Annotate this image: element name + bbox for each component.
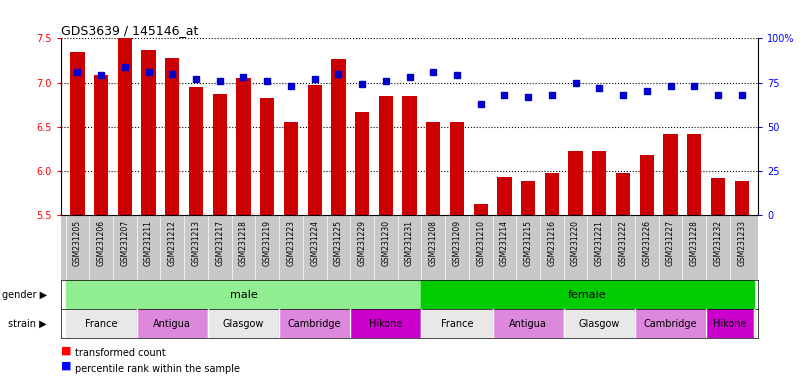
Text: GSM231206: GSM231206 [97, 220, 105, 266]
Text: GDS3639 / 145146_at: GDS3639 / 145146_at [61, 24, 198, 37]
Text: GSM231209: GSM231209 [453, 220, 461, 266]
Bar [422, 280, 753, 309]
Text: GSM231216: GSM231216 [547, 220, 556, 266]
Text: GSM231205: GSM231205 [73, 220, 82, 266]
Text: Cambridge: Cambridge [644, 318, 697, 329]
Bar [137, 309, 208, 338]
Bar [331, 59, 345, 215]
Text: GSM231212: GSM231212 [168, 220, 177, 266]
Text: gender ▶: gender ▶ [2, 290, 47, 300]
Bar [355, 112, 369, 215]
Text: GSM231228: GSM231228 [689, 220, 699, 266]
Bar [236, 78, 251, 215]
Text: Antigua: Antigua [153, 318, 191, 329]
Text: GSM231227: GSM231227 [666, 220, 675, 266]
Bar [66, 309, 137, 338]
Bar [564, 309, 635, 338]
Bar [189, 87, 204, 215]
Text: male: male [230, 290, 257, 300]
Text: ■: ■ [61, 345, 71, 355]
Text: GSM231210: GSM231210 [476, 220, 485, 266]
Text: GSM231224: GSM231224 [310, 220, 320, 266]
Text: GSM231231: GSM231231 [405, 220, 414, 266]
Bar [284, 122, 298, 215]
Text: percentile rank within the sample: percentile rank within the sample [75, 364, 240, 374]
Bar [706, 309, 753, 338]
Text: strain ▶: strain ▶ [8, 318, 47, 329]
Bar [592, 151, 607, 215]
Bar [307, 85, 322, 215]
Text: GSM231222: GSM231222 [619, 220, 628, 266]
Bar [492, 309, 564, 338]
Bar [497, 177, 512, 215]
Bar [450, 122, 464, 215]
Text: France: France [440, 318, 474, 329]
Bar [402, 96, 417, 215]
Bar [474, 204, 488, 215]
Text: GSM231220: GSM231220 [571, 220, 580, 266]
Text: GSM231225: GSM231225 [334, 220, 343, 266]
Text: GSM231221: GSM231221 [594, 220, 604, 266]
Bar [735, 182, 749, 215]
Bar [635, 309, 706, 338]
Bar [118, 38, 132, 215]
Text: GSM231208: GSM231208 [429, 220, 438, 266]
Text: Hikone: Hikone [369, 318, 402, 329]
Bar [640, 155, 654, 215]
Text: GSM231219: GSM231219 [263, 220, 272, 266]
Text: transformed count: transformed count [75, 348, 166, 358]
Bar [710, 178, 725, 215]
Text: GSM231218: GSM231218 [239, 220, 248, 266]
Bar [663, 134, 678, 215]
Text: female: female [569, 290, 607, 300]
Text: Cambridge: Cambridge [288, 318, 341, 329]
Bar [208, 309, 279, 338]
Text: GSM231230: GSM231230 [381, 220, 390, 266]
Text: Glasgow: Glasgow [223, 318, 264, 329]
Bar [141, 50, 156, 215]
Text: GSM231207: GSM231207 [120, 220, 130, 266]
Text: GSM231217: GSM231217 [215, 220, 225, 266]
Bar [66, 280, 422, 309]
Text: GSM231226: GSM231226 [642, 220, 651, 266]
Bar [71, 52, 84, 215]
Bar [521, 182, 535, 215]
Bar [545, 173, 559, 215]
Text: GSM231233: GSM231233 [737, 220, 746, 266]
Text: GSM231223: GSM231223 [286, 220, 295, 266]
Text: France: France [85, 318, 118, 329]
Text: GSM231229: GSM231229 [358, 220, 367, 266]
Bar [379, 96, 393, 215]
Text: ■: ■ [61, 361, 71, 371]
Bar [616, 173, 630, 215]
Bar [422, 309, 492, 338]
Text: GSM231214: GSM231214 [500, 220, 509, 266]
Bar [165, 58, 179, 215]
Text: GSM231211: GSM231211 [144, 220, 153, 266]
Text: GSM231232: GSM231232 [714, 220, 723, 266]
Text: Hikone: Hikone [713, 318, 747, 329]
Text: Antigua: Antigua [509, 318, 547, 329]
Bar [350, 309, 422, 338]
Bar [94, 76, 109, 215]
Text: GSM231215: GSM231215 [524, 220, 533, 266]
Text: Glasgow: Glasgow [579, 318, 620, 329]
Bar [212, 94, 227, 215]
Bar [569, 151, 583, 215]
Text: GSM231213: GSM231213 [191, 220, 200, 266]
Bar [260, 98, 274, 215]
Bar [426, 122, 440, 215]
Bar [687, 134, 702, 215]
Bar [279, 309, 350, 338]
